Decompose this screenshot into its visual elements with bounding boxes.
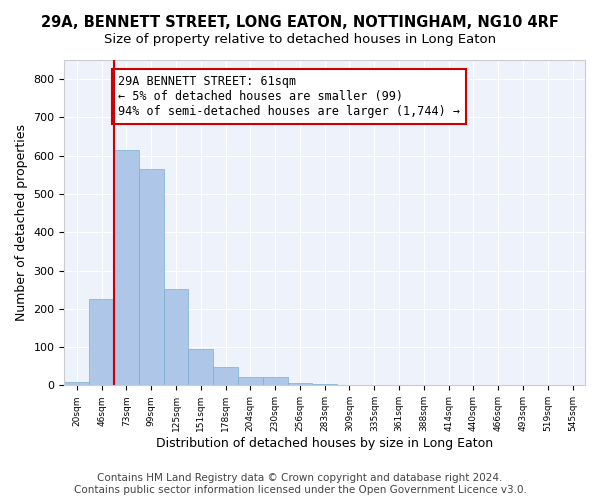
Text: Contains HM Land Registry data © Crown copyright and database right 2024.
Contai: Contains HM Land Registry data © Crown c… <box>74 474 526 495</box>
Bar <box>164 289 188 386</box>
Bar <box>238 377 263 386</box>
Y-axis label: Number of detached properties: Number of detached properties <box>15 124 28 321</box>
Text: 29A, BENNETT STREET, LONG EATON, NOTTINGHAM, NG10 4RF: 29A, BENNETT STREET, LONG EATON, NOTTING… <box>41 15 559 30</box>
Bar <box>139 169 164 386</box>
Bar <box>64 382 89 386</box>
Bar <box>114 150 139 386</box>
Bar <box>188 349 213 386</box>
Text: Size of property relative to detached houses in Long Eaton: Size of property relative to detached ho… <box>104 32 496 46</box>
Bar <box>313 384 337 386</box>
X-axis label: Distribution of detached houses by size in Long Eaton: Distribution of detached houses by size … <box>156 437 493 450</box>
Bar <box>263 377 287 386</box>
Text: 29A BENNETT STREET: 61sqm
← 5% of detached houses are smaller (99)
94% of semi-d: 29A BENNETT STREET: 61sqm ← 5% of detach… <box>118 76 460 118</box>
Bar <box>287 382 313 386</box>
Bar <box>89 299 114 386</box>
Bar <box>213 367 238 386</box>
